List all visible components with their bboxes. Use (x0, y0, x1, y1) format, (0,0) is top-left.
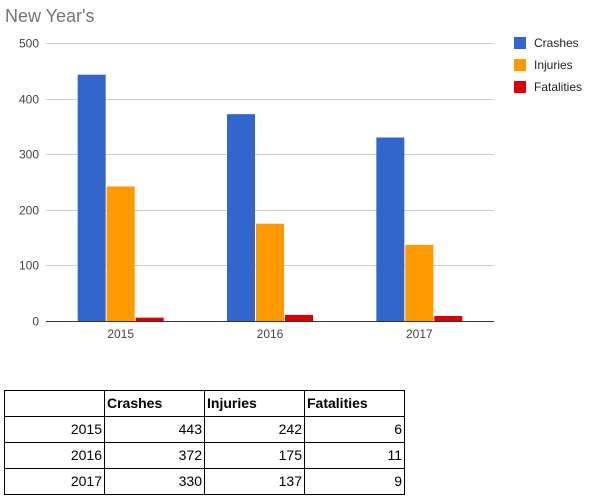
y-tick-label: 400 (19, 93, 39, 107)
table-cell: 9 (304, 468, 405, 495)
bar-crashes-2015 (77, 74, 106, 321)
x-tick-label: 2015 (107, 327, 134, 341)
legend: Crashes Injuries Fatalities (514, 36, 582, 94)
y-tick-label: 100 (19, 259, 39, 273)
table-header-cell: Crashes (104, 390, 205, 417)
table-cell: 175 (204, 442, 305, 469)
y-tick-label: 300 (19, 148, 39, 162)
table-header-cell (4, 390, 105, 417)
table-cell: 443 (104, 416, 205, 443)
bar-fatalities-2016 (285, 314, 313, 321)
bar-chart: New Year's 0 100 200 300 400 500 2015 2016 2017… (5, 6, 582, 341)
bar-crashes-2016 (227, 114, 255, 321)
table-cell: 372 (104, 442, 205, 469)
table-cell: 330 (104, 468, 205, 495)
bar-injuries-2016 (256, 223, 284, 321)
bars (77, 74, 463, 321)
legend-swatch (514, 37, 526, 49)
table-cell: 2017 (4, 468, 105, 495)
bar-crashes-2017 (376, 137, 405, 321)
table-row: 2015 443 242 6 (4, 416, 405, 443)
data-table: Crashes Injuries Fatalities 2015 443 242… (4, 390, 405, 495)
table-cell: 2016 (4, 442, 105, 469)
table-cell: 137 (204, 468, 305, 495)
bar-injuries-2017 (405, 244, 434, 321)
y-axis-tick-labels: 0 100 200 300 400 500 (19, 37, 39, 329)
chart-title: New Year's (5, 6, 95, 26)
legend-swatch (514, 81, 526, 93)
x-tick-label: 2017 (406, 327, 433, 341)
legend-label: Injuries (534, 58, 573, 72)
legend-label: Crashes (534, 36, 579, 50)
table-cell: 242 (204, 416, 305, 443)
table-cell: 11 (304, 442, 405, 469)
bar-fatalities-2017 (434, 315, 463, 321)
x-tick-label: 2016 (257, 327, 284, 341)
bar-fatalities-2015 (135, 317, 164, 321)
y-tick-label: 200 (19, 204, 39, 218)
y-tick-label: 500 (19, 37, 39, 51)
table-cell: 6 (304, 416, 405, 443)
table-cell: 2015 (4, 416, 105, 443)
table-header-cell: Injuries (204, 390, 305, 417)
table-header-row: Crashes Injuries Fatalities (4, 390, 405, 417)
legend-swatch (514, 59, 526, 71)
bar-injuries-2015 (106, 186, 135, 321)
y-tick-label: 0 (32, 315, 39, 329)
x-axis-tick-labels: 2015 2016 2017 (107, 327, 433, 341)
table-row: 2016 372 175 11 (4, 442, 405, 469)
table-row: 2017 330 137 9 (4, 468, 405, 495)
legend-label: Fatalities (534, 80, 582, 94)
table-header-cell: Fatalities (304, 390, 405, 417)
